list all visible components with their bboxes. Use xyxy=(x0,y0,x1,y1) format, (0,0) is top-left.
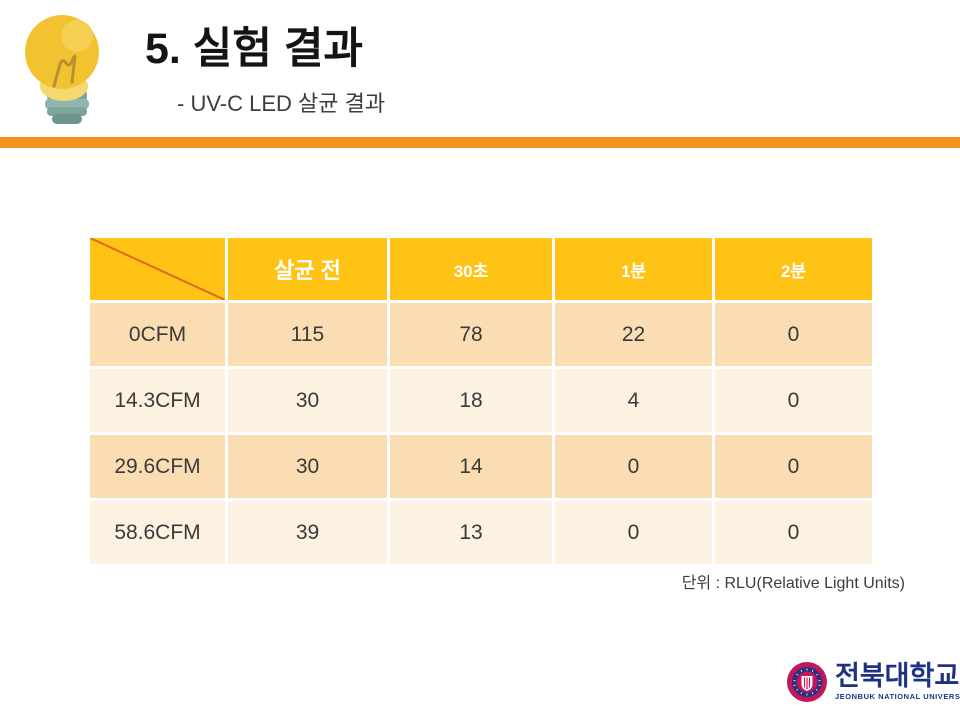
table-cell: 0 xyxy=(555,501,712,564)
table-cell: 30 xyxy=(228,435,387,498)
row-label: 58.6CFM xyxy=(90,501,225,564)
table-corner-cell xyxy=(90,238,225,300)
table-cell: 0 xyxy=(715,501,872,564)
table-cell: 13 xyxy=(390,501,552,564)
university-name: 전북대학교 xyxy=(835,661,960,691)
table-cell: 78 xyxy=(390,303,552,366)
university-logo-text: 전북대학교 JEONBUK NATIONAL UNIVERSITY xyxy=(835,661,960,702)
table-cell: 0 xyxy=(715,369,872,432)
page-subtitle: - UV-C LED 살균 결과 xyxy=(177,91,386,116)
unit-note: 단위 : RLU(Relative Light Units) xyxy=(681,575,905,592)
accent-divider xyxy=(0,137,960,148)
university-logo: 전북대학교 JEONBUK NATIONAL UNIVERSITY xyxy=(786,661,960,703)
row-label: 0CFM xyxy=(90,303,225,366)
university-tagline: JEONBUK NATIONAL UNIVERSITY xyxy=(835,692,960,701)
table-cell: 0 xyxy=(715,435,872,498)
column-header-before: 살균 전 xyxy=(228,238,387,300)
table-cell: 14 xyxy=(390,435,552,498)
column-header-2min: 2분 xyxy=(715,238,872,300)
row-label: 14.3CFM xyxy=(90,369,225,432)
table-cell: 22 xyxy=(555,303,712,366)
column-header-1min: 1분 xyxy=(555,238,712,300)
table-cell: 115 xyxy=(228,303,387,366)
table-cell: 30 xyxy=(228,369,387,432)
table-cell: 4 xyxy=(555,369,712,432)
results-table: 살균 전 30초 1분 2분 0CFM 115 78 22 0 14.3CFM … xyxy=(90,238,872,564)
row-label: 29.6CFM xyxy=(90,435,225,498)
table-cell: 0 xyxy=(555,435,712,498)
table-cell: 39 xyxy=(228,501,387,564)
table-cell: 18 xyxy=(390,369,552,432)
table-cell: 0 xyxy=(715,303,872,366)
bulb-filament xyxy=(52,54,77,88)
column-header-30s: 30초 xyxy=(390,238,552,300)
page-title: 5. 실험 결과 xyxy=(145,25,363,73)
university-emblem-icon xyxy=(787,662,827,702)
lightbulb-icon xyxy=(25,15,99,124)
